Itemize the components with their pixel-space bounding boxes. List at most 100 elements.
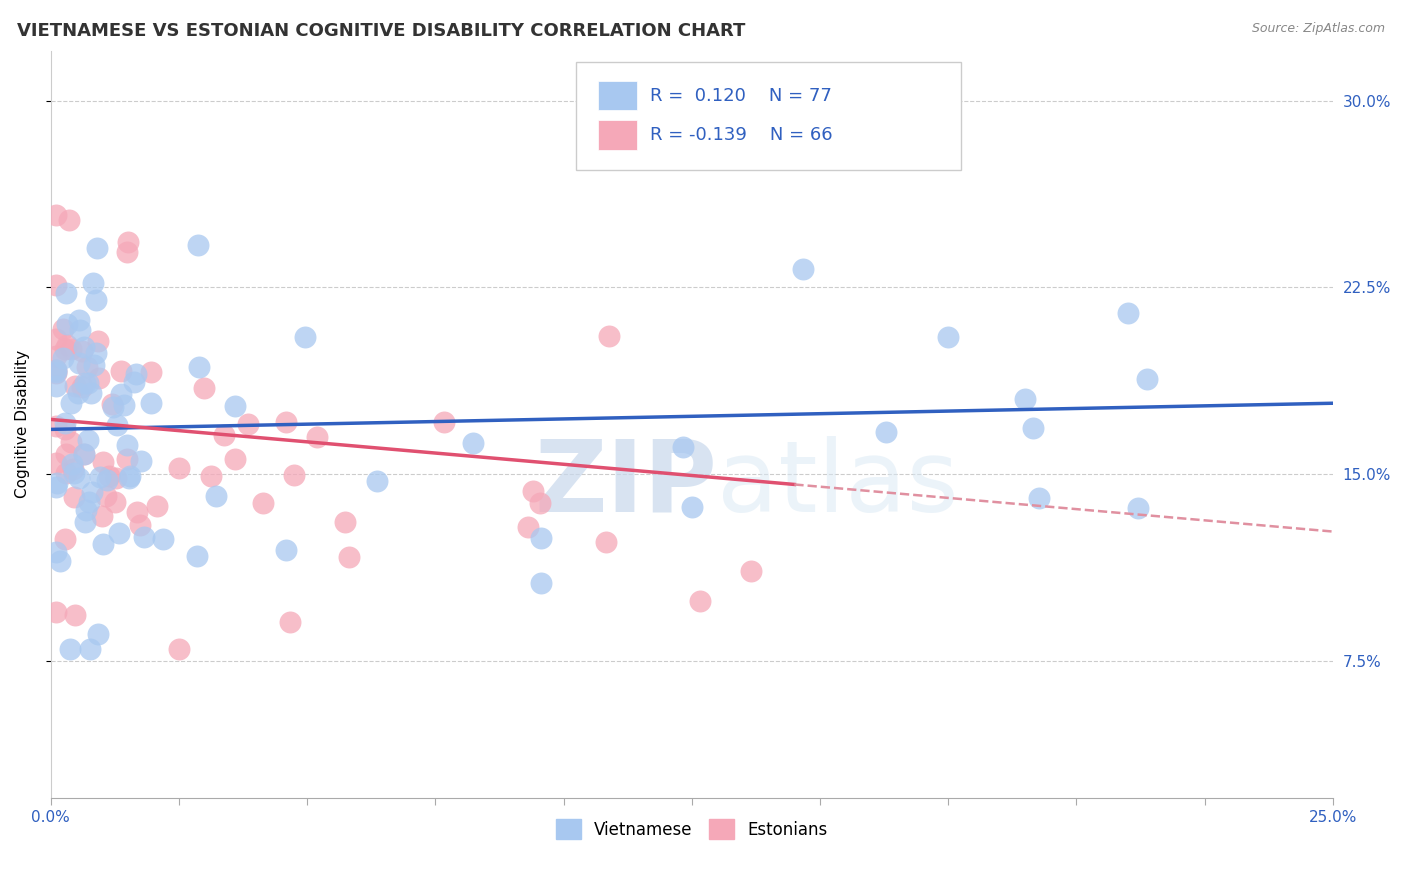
Point [118, 469, 141, 483]
Point [96, 473, 118, 487]
Point [82, 485, 104, 500]
Point [530, 576, 553, 591]
Point [45, 545, 67, 559]
Point [118, 471, 141, 485]
Point [112, 398, 135, 412]
Point [740, 565, 762, 579]
Point [167, 461, 190, 475]
Point [522, 483, 544, 498]
Point [45, 457, 67, 471]
Point [252, 496, 274, 510]
Point [115, 438, 138, 452]
Point [517, 519, 540, 533]
Point [45, 208, 67, 222]
Point [55, 466, 77, 480]
Point [87, 371, 110, 385]
Point [1021, 421, 1043, 435]
Point [110, 387, 132, 401]
Point [45, 367, 67, 381]
Text: R = -0.139    N = 66: R = -0.139 N = 66 [650, 126, 832, 145]
Point [77, 495, 100, 509]
Point [45, 379, 67, 393]
Point [66, 385, 89, 400]
Point [76, 359, 98, 374]
Point [278, 615, 301, 629]
Point [45, 605, 67, 619]
Point [936, 330, 959, 344]
Point [294, 329, 316, 343]
Point [45, 363, 67, 377]
Text: R =  0.120    N = 77: R = 0.120 N = 77 [650, 87, 831, 104]
Point [1116, 306, 1139, 320]
FancyBboxPatch shape [598, 120, 637, 150]
Point [55, 448, 77, 462]
Point [98, 468, 121, 483]
Point [65, 608, 87, 623]
Point [45, 363, 67, 377]
Point [62, 462, 84, 476]
Point [598, 328, 620, 343]
Text: Source: ZipAtlas.com: Source: ZipAtlas.com [1251, 22, 1385, 36]
Point [104, 494, 127, 508]
Point [1028, 491, 1050, 505]
Point [236, 417, 259, 431]
Point [283, 468, 305, 483]
Point [67, 356, 90, 370]
Point [87, 626, 110, 640]
Point [129, 517, 152, 532]
Point [80, 385, 103, 400]
Point [105, 471, 128, 485]
Point [115, 244, 138, 259]
Point [86, 241, 108, 255]
Point [45, 418, 67, 433]
Point [45, 475, 67, 490]
Point [139, 396, 162, 410]
Point [63, 378, 86, 392]
Point [204, 489, 226, 503]
Point [834, 144, 856, 158]
Point [101, 397, 124, 411]
Point [681, 500, 703, 515]
Point [53, 416, 76, 430]
Point [132, 530, 155, 544]
Point [53, 532, 76, 546]
Point [530, 531, 553, 545]
Point [53, 422, 76, 436]
Point [69, 323, 91, 337]
Text: atlas: atlas [717, 435, 959, 533]
Point [212, 427, 235, 442]
Point [146, 499, 169, 513]
Legend: Vietnamese, Estonians: Vietnamese, Estonians [550, 813, 835, 846]
Point [333, 515, 356, 529]
Point [82, 277, 104, 291]
Point [90, 509, 112, 524]
Point [70, 344, 93, 359]
Point [83, 358, 105, 372]
Point [89, 469, 111, 483]
Point [45, 365, 67, 379]
Point [79, 641, 101, 656]
Point [193, 381, 215, 395]
Point [63, 466, 86, 480]
Point [122, 376, 145, 390]
Point [48, 553, 70, 567]
Point [875, 425, 897, 440]
Point [59, 342, 82, 356]
Point [70, 380, 93, 394]
Point [91, 536, 114, 550]
Point [307, 430, 329, 444]
Point [86, 293, 108, 307]
Point [689, 593, 711, 607]
Point [125, 505, 148, 519]
Point [117, 452, 139, 467]
Point [62, 490, 84, 504]
Point [274, 415, 297, 429]
Point [187, 359, 209, 374]
Point [73, 340, 96, 354]
Text: ZIP: ZIP [534, 435, 717, 533]
Point [433, 415, 456, 429]
Point [52, 351, 75, 365]
Text: VIETNAMESE VS ESTONIAN COGNITIVE DISABILITY CORRELATION CHART: VIETNAMESE VS ESTONIAN COGNITIVE DISABIL… [17, 22, 745, 40]
Point [105, 417, 128, 432]
Point [73, 515, 96, 529]
